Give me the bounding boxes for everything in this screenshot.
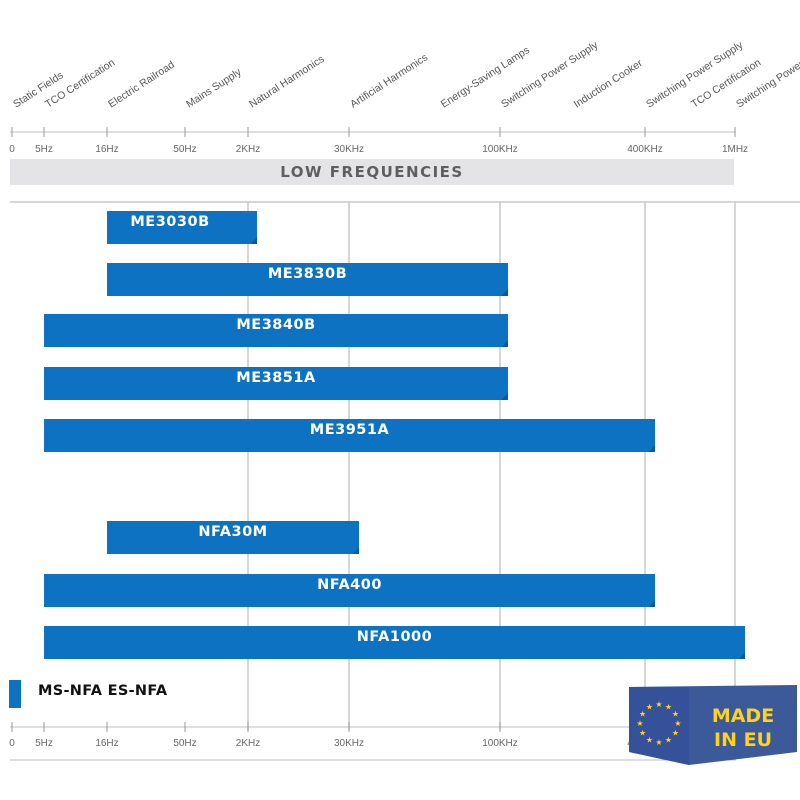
bar-ME3851A: ME3851A — [44, 367, 508, 400]
bottom-tick-label: 5Hz — [35, 738, 53, 749]
eu-star-icon: ★ — [672, 729, 679, 738]
bar-NFA30M: NFA30M — [107, 521, 359, 554]
bar-corner — [502, 393, 508, 400]
bar-label: NFA400 — [317, 577, 382, 593]
bottom-tick-label: 100KHz — [482, 738, 518, 749]
badge-line1: MADE — [712, 705, 774, 727]
top-tick-label: 50Hz — [173, 144, 196, 155]
bar-rect — [107, 521, 359, 554]
bar-corner — [502, 289, 508, 296]
bar-rect — [107, 263, 508, 296]
bar-rect — [44, 626, 745, 659]
bar-label: ME3830B — [268, 266, 347, 282]
application-label: Natural Harmonics — [247, 53, 326, 110]
bar-rect — [44, 419, 655, 452]
bar-rect — [44, 367, 508, 400]
application-label: Artificial Harmonics — [348, 52, 430, 111]
bar-corner — [649, 600, 655, 607]
eu-star-icon: ★ — [674, 719, 681, 728]
bar-ME3830B: ME3830B — [107, 263, 508, 296]
bar-corner — [739, 652, 745, 659]
legend-label: MS-NFA ES-NFA — [38, 683, 168, 699]
bottom-tick-label: 50Hz — [173, 738, 196, 749]
eu-star-icon: ★ — [665, 703, 672, 712]
application-label: Induction Cooker — [572, 57, 646, 111]
band-background — [10, 159, 734, 185]
eu-star-icon: ★ — [655, 738, 662, 747]
top-tick-label: 2KHz — [236, 144, 260, 155]
eu-stars-icon: ★ ★★★★★★★★★★★ — [636, 700, 681, 747]
legend: MS-NFA ES-NFA — [9, 680, 168, 708]
top-tick-label: 30KHz — [334, 144, 364, 155]
eu-star-icon: ★ — [646, 703, 653, 712]
bar-corner — [649, 445, 655, 452]
bar-rect — [44, 314, 508, 347]
eu-star-icon: ★ — [672, 710, 679, 719]
bar-label: NFA1000 — [357, 629, 432, 645]
eu-star-icon: ★ — [665, 735, 672, 744]
eu-star-icon: ★ — [639, 710, 646, 719]
top-tick-label: 0 — [9, 144, 15, 155]
low-frequencies-band: LOW FREQUENCIES — [10, 159, 734, 185]
eu-star-icon: ★ — [655, 700, 662, 709]
band-label: LOW FREQUENCIES — [280, 163, 463, 181]
bar-corner — [251, 237, 257, 244]
top-tick-label: 400KHz — [627, 144, 663, 155]
bar-label: ME3030B — [130, 214, 209, 230]
bar-label: ME3840B — [236, 317, 315, 333]
eu-star-icon: ★ — [636, 719, 643, 728]
bar-corner — [502, 340, 508, 347]
bar-NFA400: NFA400 — [44, 574, 655, 607]
bar-rect — [44, 574, 655, 607]
bar-corner — [353, 547, 359, 554]
application-label: Mains Supply — [184, 66, 244, 111]
bottom-tick-label: 0 — [9, 738, 15, 749]
bottom-tick-label: 2KHz — [236, 738, 260, 749]
bar-ME3030B: ME3030B — [107, 211, 257, 244]
eu-star-icon: ★ — [646, 735, 653, 744]
product-range-bars: ME3030B ME3830B ME3840B ME3851A ME3951A NFA30… — [44, 211, 745, 659]
made-in-eu-badge: ★ ★★★★★★★★★★★ MADE IN EU — [629, 685, 797, 765]
bar-label: ME3851A — [236, 370, 316, 386]
legend-swatch — [9, 680, 21, 708]
bottom-tick-label: 16Hz — [95, 738, 118, 749]
bottom-tick-label: 30KHz — [334, 738, 364, 749]
eu-star-icon: ★ — [639, 729, 646, 738]
badge-line2: IN EU — [714, 729, 772, 751]
top-tick-label: 100KHz — [482, 144, 518, 155]
top-tick-label: 5Hz — [35, 144, 53, 155]
top-frequency-axis: 0 5Hz 16Hz 50Hz 2KHz 30KHz 100KHz 400KHz 1MHz — [9, 127, 748, 155]
bar-NFA1000: NFA1000 — [44, 626, 745, 659]
bar-rect — [107, 211, 257, 244]
top-tick-label: 16Hz — [95, 144, 118, 155]
badge-flag — [629, 687, 689, 765]
top-tick-label: 1MHz — [722, 144, 748, 155]
bar-ME3951A: ME3951A — [44, 419, 655, 452]
bar-ME3840B: ME3840B — [44, 314, 508, 347]
bar-label: ME3951A — [310, 422, 390, 438]
bar-label: NFA30M — [198, 524, 267, 540]
